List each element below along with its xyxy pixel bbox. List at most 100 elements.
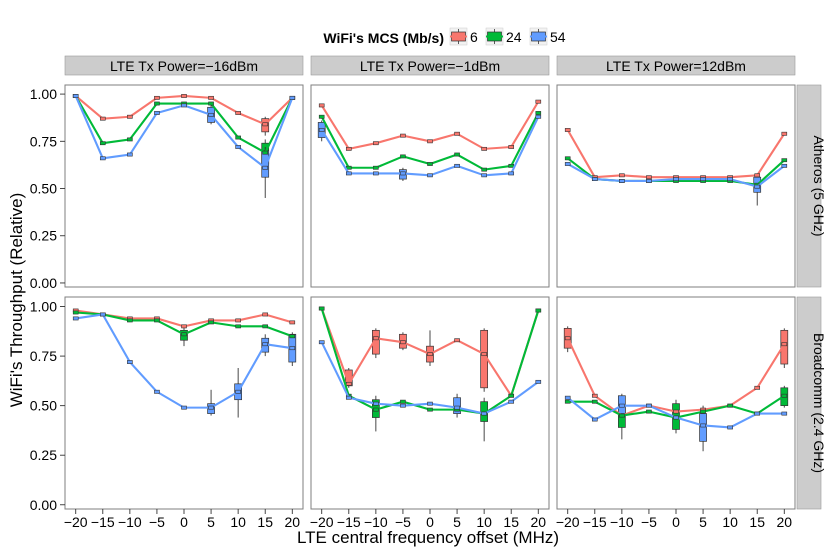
y-tick-label: 0.25	[30, 447, 57, 463]
point-6	[781, 342, 788, 347]
x-tick-label: 5	[453, 514, 461, 530]
point-6	[373, 336, 379, 341]
point-24	[127, 137, 133, 142]
point-24	[591, 399, 598, 404]
x-tick-label: −10	[118, 514, 142, 530]
point-54	[727, 425, 733, 430]
point-24	[373, 165, 379, 170]
x-tick-label: −5	[641, 514, 657, 530]
point-54	[235, 145, 241, 149]
point-24	[727, 403, 733, 408]
x-tick-label: 0	[672, 514, 680, 530]
point-54	[535, 114, 542, 119]
row-strip: Atheros (5 GHz)	[796, 84, 827, 288]
point-6	[400, 340, 406, 345]
panel	[64, 84, 304, 288]
x-tick-label: −15	[91, 514, 115, 530]
point-54	[262, 342, 269, 347]
point-54	[262, 165, 269, 170]
legend: WiFi's MCS (Mb/s) 6 24 54	[323, 27, 566, 46]
x-tick-label: 10	[476, 514, 492, 530]
point-6	[619, 173, 625, 178]
point-54	[727, 177, 733, 181]
legend-title: WiFi's MCS (Mb/s)	[323, 30, 444, 46]
x-tick-label: −10	[610, 514, 634, 530]
point-24	[154, 318, 160, 323]
point-24	[181, 332, 187, 337]
point-54	[673, 415, 679, 420]
point-24	[781, 158, 788, 163]
point-6	[345, 146, 352, 151]
x-tick-label: 20	[531, 514, 547, 530]
point-24	[535, 111, 542, 115]
point-6	[535, 99, 542, 104]
y-tick-label: 1.00	[30, 299, 57, 315]
point-54	[235, 389, 241, 394]
legend-item-54: 54	[529, 27, 566, 46]
point-54	[427, 401, 433, 406]
point-24	[373, 407, 379, 412]
point-54	[454, 163, 460, 168]
row-strip-bg	[796, 84, 822, 288]
point-54	[754, 184, 761, 189]
point-24	[427, 407, 433, 412]
point-6	[481, 352, 487, 357]
y-tick-label: 0.50	[30, 181, 57, 197]
panel-background	[310, 84, 550, 288]
point-54	[154, 111, 160, 115]
x-tick-label: 10	[230, 514, 246, 530]
point-6	[235, 318, 241, 323]
column-strip: LTE Tx Power=−16dBm	[64, 55, 304, 76]
point-6	[262, 122, 269, 127]
point-24	[508, 163, 515, 168]
x-tick-label: 15	[749, 514, 765, 530]
point-54	[127, 360, 133, 364]
column-strip-bg	[556, 55, 796, 76]
legend-label: 54	[550, 29, 566, 45]
point-24	[235, 135, 241, 140]
point-54	[99, 312, 106, 317]
x-tick-label: 0	[426, 514, 434, 530]
point-6	[754, 385, 761, 390]
point-54	[700, 423, 706, 428]
point-6	[99, 116, 106, 121]
point-6	[181, 324, 187, 329]
point-24	[400, 399, 406, 404]
x-tick-label: −20	[310, 514, 334, 530]
point-6	[781, 131, 788, 136]
point-6	[262, 312, 269, 317]
point-54	[208, 405, 214, 410]
x-tick-label: −15	[337, 514, 361, 530]
point-6	[208, 95, 214, 100]
point-24	[781, 393, 788, 398]
x-tick-label: 5	[699, 514, 707, 530]
point-6	[427, 352, 433, 357]
point-54	[619, 179, 625, 183]
point-24	[454, 152, 460, 157]
point-54	[673, 177, 679, 181]
point-6	[754, 173, 761, 178]
column-strip-label: LTE Tx Power=12dBm	[606, 58, 746, 74]
point-54	[781, 163, 788, 168]
point-6	[591, 393, 598, 398]
column-strip-label: LTE Tx Power=−16dBm	[110, 58, 258, 74]
x-tick-label: 15	[503, 514, 519, 530]
column-strip-bg	[64, 55, 304, 76]
x-tick-label: −20	[64, 514, 88, 530]
point-54	[72, 316, 79, 321]
point-54	[700, 177, 706, 181]
point-6	[289, 320, 296, 325]
point-54	[454, 405, 460, 410]
point-24	[99, 141, 106, 146]
x-tick-label: 20	[777, 514, 793, 530]
legend-label: 24	[506, 29, 522, 45]
axes: 0.00 0.25 0.50 0.75 1.00 0.00 0.25 0.50 0.75 1.00…	[30, 86, 793, 530]
point-6	[564, 128, 571, 132]
point-54	[154, 389, 160, 394]
row-strip-label: Atheros (5 GHz)	[811, 135, 827, 236]
point-6	[400, 133, 406, 138]
point-54	[535, 379, 542, 384]
point-54	[373, 171, 379, 176]
x-tick-label: −5	[395, 514, 411, 530]
